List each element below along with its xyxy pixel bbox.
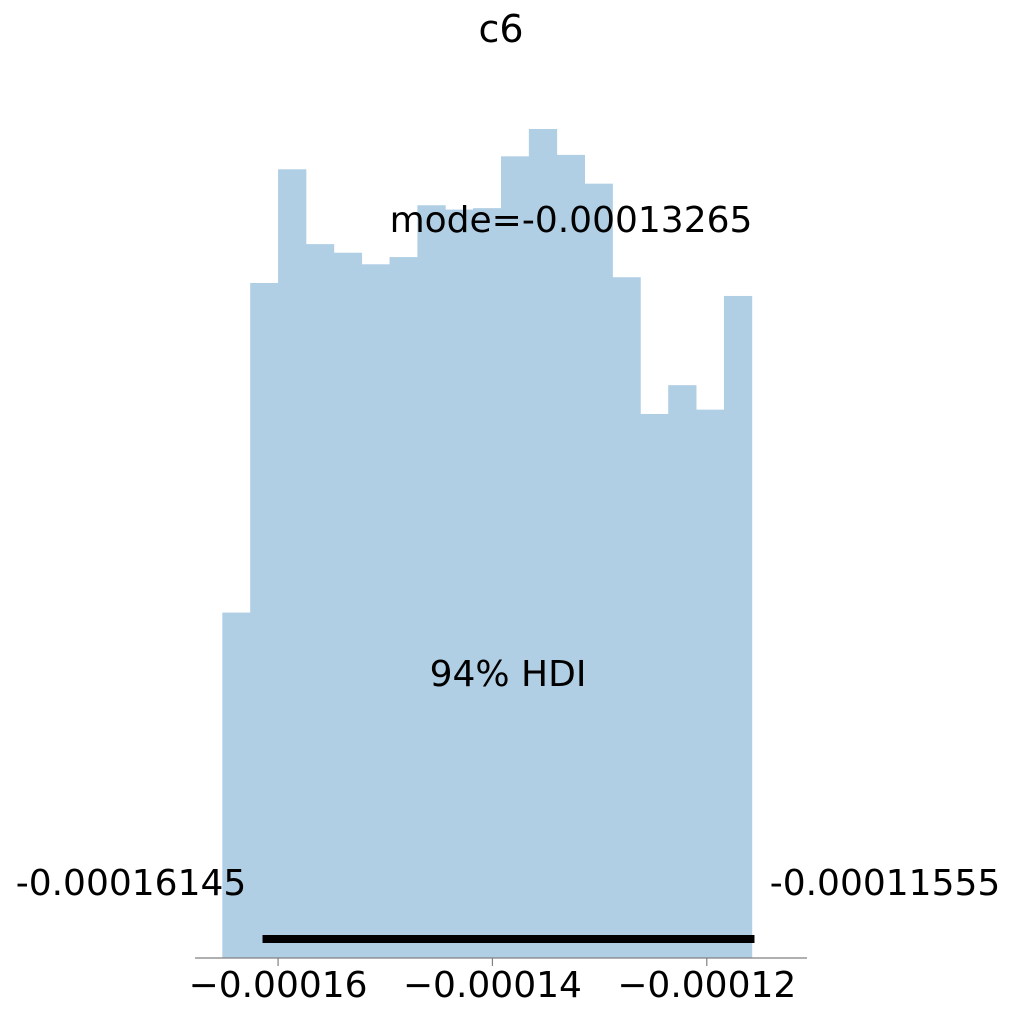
x-tick-label: −0.00012	[617, 965, 796, 1006]
histogram-bar	[556, 154, 586, 958]
x-axis-ticks: −0.00016 −0.00014 −0.00012	[189, 958, 796, 1006]
histogram-bar	[417, 205, 446, 959]
chart-title: c6	[478, 7, 523, 51]
histogram-bar	[278, 169, 307, 959]
histogram-bar	[584, 183, 613, 958]
histogram-bar	[640, 413, 669, 958]
histogram-bar	[333, 252, 363, 958]
histogram-bar	[723, 295, 753, 958]
hdi-high-label: -0.00011555	[770, 863, 1001, 904]
histogram-bar	[612, 277, 641, 958]
histogram-bar	[528, 128, 558, 959]
hdi-low-label: -0.00016145	[16, 863, 247, 904]
mode-label: mode=-0.00013265	[390, 200, 753, 241]
histogram-bar	[305, 244, 335, 959]
x-tick-label: −0.00014	[403, 965, 582, 1006]
histogram-bar	[222, 612, 251, 958]
histogram-bar	[668, 385, 697, 958]
histogram-bar	[250, 282, 279, 958]
histogram-bar	[445, 209, 474, 959]
x-tick-label: −0.00016	[189, 965, 368, 1006]
histogram-bar	[389, 257, 418, 958]
histogram-bar	[696, 409, 725, 959]
histogram-bars	[222, 128, 753, 959]
histogram-bar	[361, 264, 390, 958]
histogram-bar	[473, 208, 502, 959]
histogram-bar	[501, 156, 530, 959]
hdi-label: 94% HDI	[430, 654, 587, 695]
